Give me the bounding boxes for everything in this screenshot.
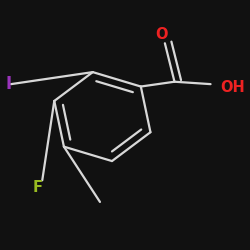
Text: I: I xyxy=(6,75,12,93)
Text: OH: OH xyxy=(220,80,245,95)
Text: F: F xyxy=(32,180,42,195)
Text: O: O xyxy=(155,27,168,42)
